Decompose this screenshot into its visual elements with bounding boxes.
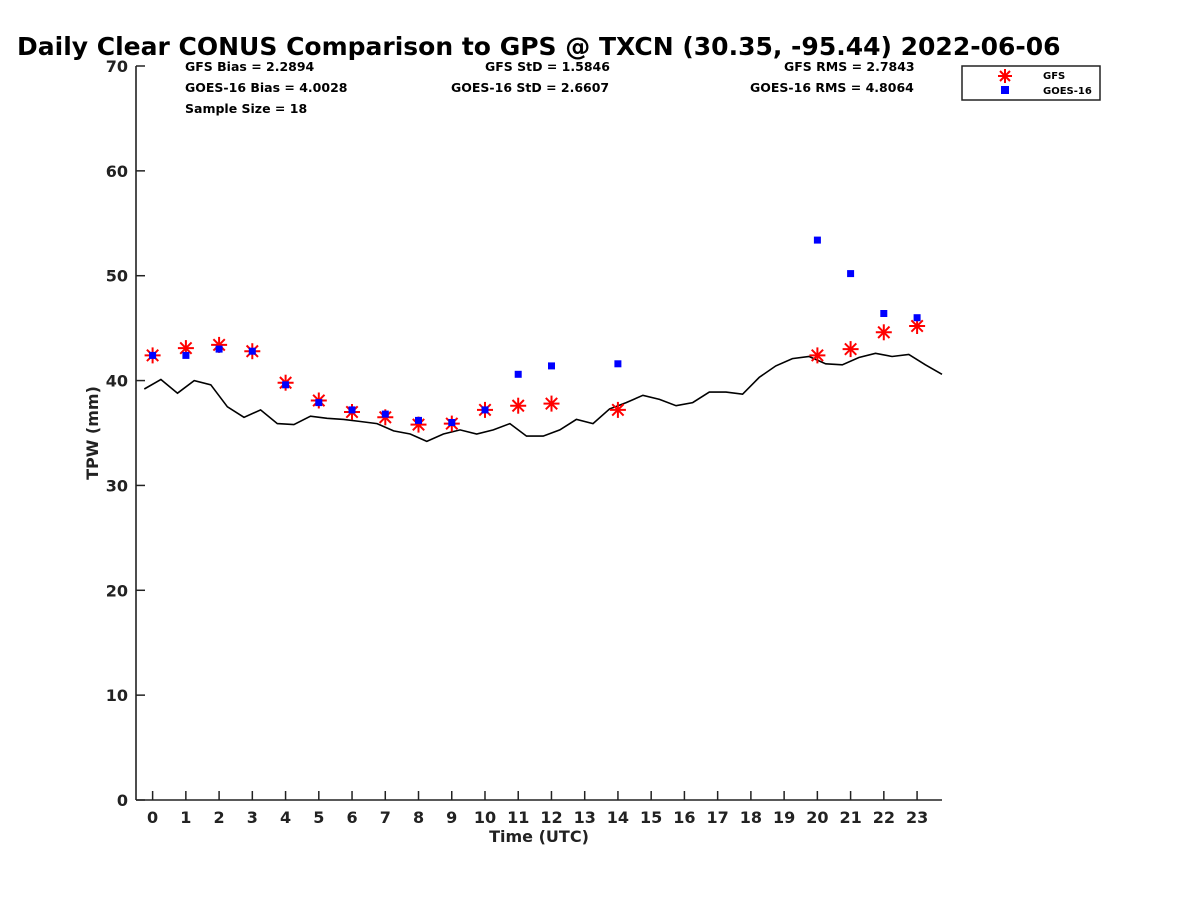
- gfs-point: [543, 395, 560, 412]
- goes-point: [348, 406, 356, 414]
- y-tick-label: 50: [106, 267, 128, 286]
- x-tick-label: 16: [673, 808, 695, 827]
- x-tick-label: 15: [640, 808, 662, 827]
- gfs-point: [510, 397, 527, 414]
- y-tick-label: 20: [106, 581, 128, 600]
- legend-gfs-marker: [998, 69, 1012, 83]
- gfs-point-stroke: [212, 338, 226, 352]
- goes-point: [215, 345, 223, 353]
- x-tick-label: 23: [906, 808, 928, 827]
- gfs-point-stroke: [179, 341, 193, 355]
- y-tick-label: 40: [106, 372, 128, 391]
- sample-size-text: Sample Size = 18: [185, 101, 307, 116]
- x-tick-label: 0: [147, 808, 158, 827]
- goes-point: [415, 416, 422, 424]
- x-tick-label: 4: [280, 808, 291, 827]
- goes-point: [381, 410, 389, 418]
- goes-point: [248, 347, 256, 355]
- gfs-std-text: GFS StD = 1.5846: [485, 59, 610, 74]
- legend-gfs-label: GFS: [1043, 71, 1065, 82]
- y-tick-label: 60: [106, 162, 128, 181]
- gfs-point-stroke: [511, 399, 525, 413]
- gfs-bias-text: GFS Bias = 2.2894: [185, 59, 315, 74]
- x-tick-label: 6: [346, 808, 357, 827]
- chart-title: Daily Clear CONUS Comparison to GPS @ TX…: [17, 32, 1061, 61]
- gfs-point-stroke: [545, 397, 558, 411]
- goes-point: [813, 236, 821, 244]
- gfs-point-stroke: [910, 319, 924, 333]
- goes-rms-text: GOES-16 RMS = 4.8064: [750, 80, 914, 95]
- x-tick-label: 13: [574, 808, 596, 827]
- y-tick-label: 10: [106, 686, 128, 705]
- goes-point: [481, 406, 489, 414]
- goes-point: [548, 362, 555, 370]
- gfs-point-stroke: [877, 325, 891, 339]
- gfs-point: [809, 347, 826, 364]
- y-tick-label: 70: [106, 57, 128, 76]
- goes-point: [448, 419, 456, 426]
- legend-box: [961, 65, 1101, 101]
- gfs-point-stroke: [810, 348, 824, 362]
- y-tick-label: 0: [117, 791, 128, 810]
- x-tick-label: 18: [740, 808, 762, 827]
- legend-goes-label: GOES-16: [1043, 86, 1092, 97]
- gps-tpw-line: [143, 352, 943, 443]
- x-tick-label: 1: [180, 808, 191, 827]
- goes-point: [182, 351, 190, 359]
- x-tick-label: 10: [474, 808, 496, 827]
- x-tick-label: 22: [873, 808, 895, 827]
- goes-point: [315, 399, 323, 407]
- x-tick-label: 21: [839, 808, 861, 827]
- legend-goes-marker: [1001, 86, 1009, 94]
- x-tick-label: 7: [380, 808, 391, 827]
- gfs-point: [609, 401, 626, 418]
- gfs-point: [410, 416, 427, 433]
- gfs-rms-text: GFS RMS = 2.7843: [784, 59, 915, 74]
- x-tick-label: 19: [773, 808, 795, 827]
- x-axis-label: Time (UTC): [489, 827, 589, 846]
- gfs-point: [842, 341, 859, 358]
- y-tick-label: 30: [106, 476, 128, 495]
- goes-point: [913, 314, 921, 322]
- x-ticks: 0 1 2 3 4 5 6 7 8 9 10 11 12 13 14 15 16 17 18 19 20 21 22 23: [147, 791, 928, 827]
- x-tick-label: 3: [247, 808, 258, 827]
- x-tick-label: 8: [413, 808, 424, 827]
- goes-bias-text: GOES-16 Bias = 4.0028: [185, 80, 347, 95]
- stats-annotations: GFS Bias = 2.2894 GOES-16 Bias = 4.0028 …: [185, 59, 915, 116]
- y-axis-label: TPW (mm): [83, 386, 102, 480]
- gfs-point: [875, 324, 892, 341]
- goes-point: [880, 310, 888, 317]
- gfs-point-stroke: [844, 342, 858, 356]
- x-tick-label: 2: [214, 808, 225, 827]
- y-ticks: 0 10 20 30 40 50 60 70: [106, 57, 145, 810]
- x-tick-label: 11: [507, 808, 529, 827]
- x-tick-label: 20: [806, 808, 828, 827]
- gfs-point: [211, 336, 228, 353]
- gfs-point-stroke: [611, 403, 625, 417]
- x-tick-label: 12: [540, 808, 562, 827]
- x-tick-label: 17: [707, 808, 729, 827]
- x-tick-label: 9: [446, 808, 457, 827]
- x-tick-label: 5: [313, 808, 324, 827]
- goes-point: [847, 270, 855, 278]
- goes-point: [149, 351, 157, 359]
- goes-point: [514, 370, 522, 378]
- x-tick-label: 14: [607, 808, 629, 827]
- legend: GFS GOES-16: [961, 65, 1101, 101]
- plot-area: [143, 236, 943, 443]
- goes-std-text: GOES-16 StD = 2.6607: [451, 80, 609, 95]
- goes-point: [614, 360, 622, 368]
- goes-point: [282, 381, 290, 389]
- gfs-point-stroke: [412, 418, 425, 432]
- axes: [135, 66, 942, 801]
